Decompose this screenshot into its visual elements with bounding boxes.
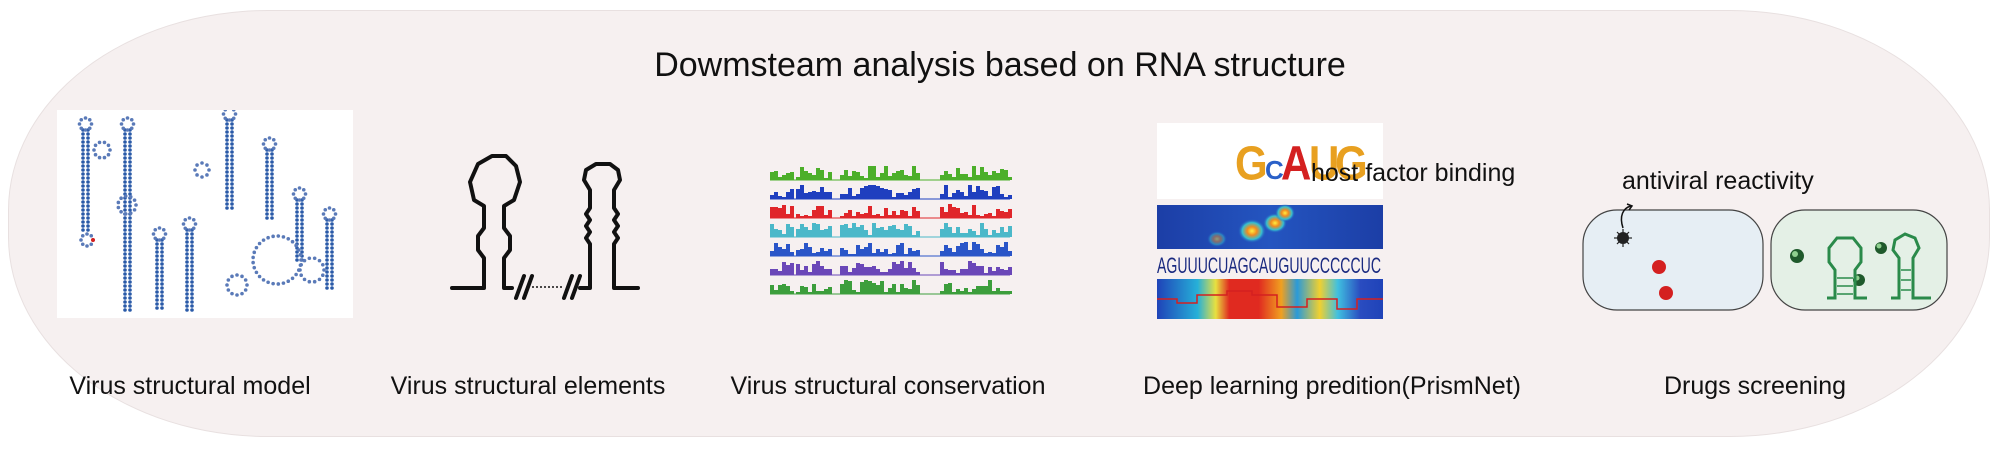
prismnet-prediction-diagram: G C A U G AGUUUCUAGCAUGUUCCCCCUC	[1157, 123, 1383, 319]
drug-dot-2	[1659, 286, 1673, 300]
drug-screening-image	[1575, 200, 1955, 315]
conservation-track	[770, 280, 1012, 295]
bound-drug-2	[1875, 242, 1887, 254]
saliency-map	[1157, 279, 1383, 319]
svg-text:A: A	[1281, 136, 1311, 190]
cell-left	[1582, 209, 1764, 311]
svg-text:U: U	[1309, 136, 1339, 190]
virus-particle	[1614, 229, 1632, 247]
stem-loop-elements-diagram	[450, 154, 640, 300]
deep-learning-image: G C A U G AGUUUCUAGCAUGUUCCCCCUC	[1157, 123, 1383, 319]
conservation-track	[770, 166, 1012, 181]
motif-logo-box	[1157, 123, 1383, 199]
break-mark-right	[562, 274, 582, 300]
rna-hairpin-1	[1827, 236, 1867, 300]
conservation-track	[770, 185, 1012, 200]
figure-title: Dowmsteam analysis based on RNA structur…	[654, 46, 1346, 84]
conservation-tracks-diagram	[770, 166, 1012, 295]
label-drugs-screening: Drugs screening	[1663, 372, 1847, 400]
conservation-track	[770, 242, 1012, 257]
conservation-track	[770, 223, 1012, 238]
sequence-logo: G C A U G	[1235, 136, 1368, 190]
motif-annotation: host factor binding	[1311, 159, 1516, 187]
structural-conservation-image	[770, 162, 1020, 300]
svg-text:G: G	[1235, 136, 1268, 190]
right-stem-loop	[578, 162, 640, 290]
drug-dot-1	[1652, 260, 1666, 274]
label-deep-learning: Deep learning predition(PrismNet)	[1143, 372, 1521, 400]
structural-elements-image	[440, 148, 650, 308]
label-structural-conservation: Virus structural conservation	[730, 372, 1046, 400]
break-mark-left	[514, 274, 534, 300]
svg-text:C: C	[1265, 155, 1284, 185]
label-structural-elements: Virus structural elements	[390, 372, 666, 400]
structural-model-image	[57, 106, 353, 318]
rna-hairpin-2	[1891, 232, 1931, 300]
antiviral-annotation: antiviral reactivity	[1622, 167, 1814, 195]
svg-text:G: G	[1335, 136, 1368, 190]
prediction-sequence: AGUUUCUAGCAUGUUCCCCCUC	[1157, 253, 1381, 278]
conservation-track	[770, 204, 1012, 219]
left-stem-loop	[450, 154, 522, 290]
saliency-line	[1157, 290, 1383, 310]
conservation-track	[770, 261, 1012, 276]
rna-secondary-structure-diagram	[77, 106, 338, 312]
reaction-arrow	[1620, 205, 1632, 229]
drug-screening-diagram	[1582, 203, 1948, 311]
label-structural-model: Virus structural model	[69, 372, 311, 400]
bound-drug-1	[1790, 249, 1804, 263]
